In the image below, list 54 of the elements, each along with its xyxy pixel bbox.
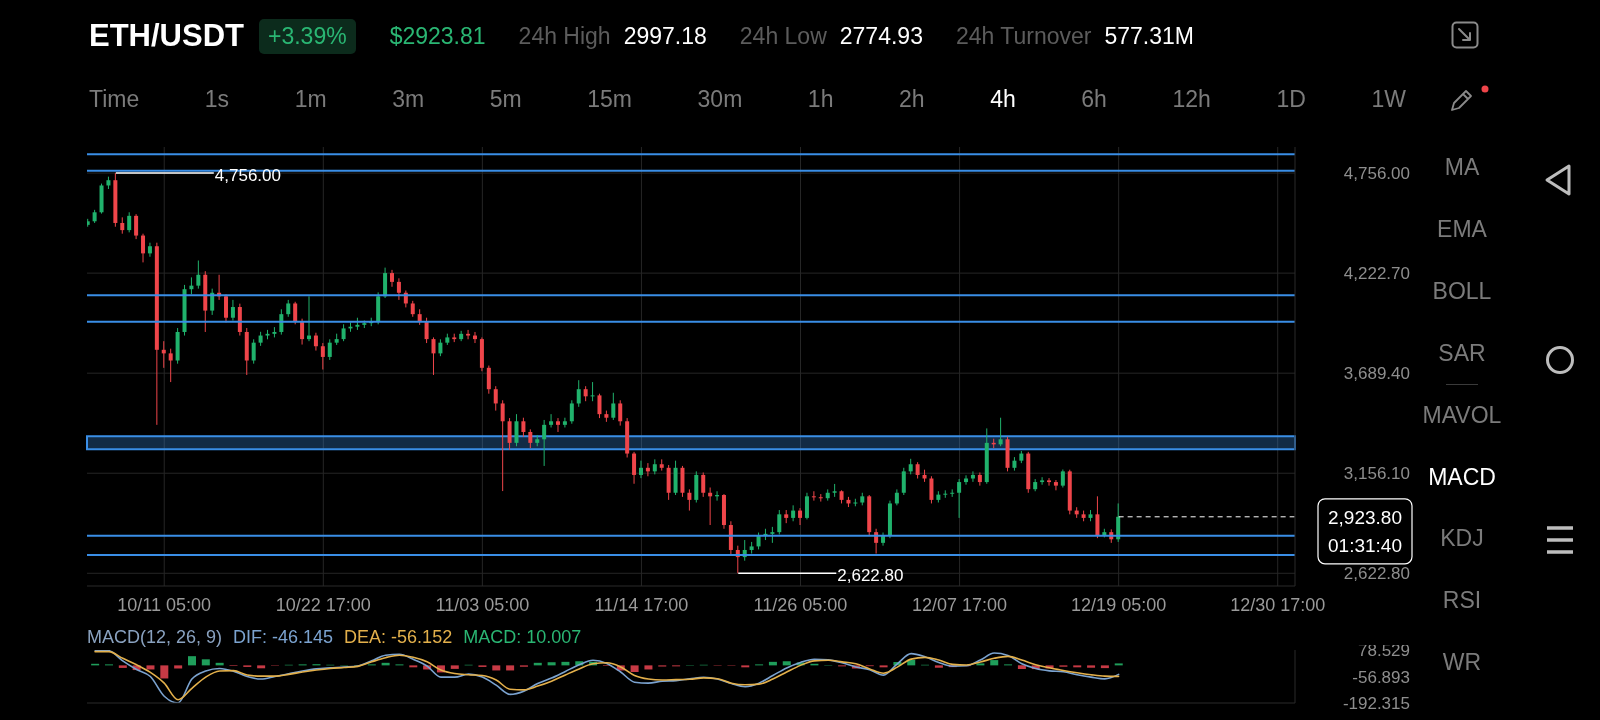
series-label: DIF: -46.145	[233, 627, 334, 648]
text: 1s	[204, 85, 230, 113]
text: 15m	[587, 85, 632, 113]
text: 24h Low	[739, 22, 827, 50]
text: 12h	[1172, 85, 1211, 113]
text: 01:31:40	[1328, 534, 1402, 556]
y-tick-label: 4,756.00	[1343, 163, 1410, 183]
text: 1W	[1371, 85, 1406, 113]
text: Time	[89, 85, 140, 113]
text: SAR	[1438, 339, 1486, 366]
text: MA	[1444, 154, 1480, 180]
text: 30m	[697, 85, 743, 113]
y-tick-label: -192.315	[1342, 693, 1410, 713]
text: 24h Turnover	[955, 22, 1092, 50]
x-tick-label: 10/11 05:00	[117, 595, 212, 615]
text: 5m	[489, 85, 522, 113]
text: 1h	[807, 85, 834, 113]
text: 1m	[294, 85, 327, 113]
x-tick-label: 12/30 17:00	[1230, 595, 1326, 615]
text: MACD	[1428, 463, 1496, 490]
text: 2h	[899, 85, 925, 113]
chart-title: MACD(12, 26, 9)	[87, 627, 223, 648]
text: EMA	[1437, 215, 1487, 242]
ref-line-label: 2,923.80	[1328, 506, 1402, 528]
series-label: MACD: 10.007	[463, 627, 582, 648]
text: 4h	[990, 85, 1016, 113]
x-tick-label: 11/14 17:00	[594, 595, 689, 615]
text: 3m	[392, 85, 425, 113]
text: 6h	[1081, 85, 1107, 113]
y-tick-label: 3,156.10	[1343, 463, 1410, 483]
text: BOLL	[1432, 277, 1492, 304]
text: $2923.81	[389, 22, 486, 50]
y-tick-label: 3,689.40	[1343, 363, 1410, 383]
x-tick-label: 12/19 05:00	[1071, 595, 1167, 615]
series-label: DEA: -56.152	[344, 627, 453, 648]
text: 1D	[1276, 85, 1306, 113]
text: 2774.93	[839, 22, 923, 50]
text: 577.31M	[1104, 22, 1194, 50]
text: 24h High	[518, 22, 611, 50]
y-tick-label: 4,222.70	[1343, 263, 1410, 283]
text: 2997.18	[623, 22, 707, 50]
text: KDJ	[1440, 525, 1484, 552]
y-tick-label: 2,622.80	[1343, 563, 1410, 583]
annotation: 2,622.80	[837, 565, 904, 585]
text: WR	[1442, 649, 1482, 676]
text: ETH/USDT	[89, 18, 244, 54]
x-tick-label: 10/22 17:00	[275, 595, 371, 615]
y-tick-label: -56.893	[1352, 667, 1410, 686]
x-tick-label: 11/26 05:00	[753, 595, 848, 615]
text: RSI	[1442, 587, 1482, 614]
text: MAVOL	[1422, 401, 1502, 428]
x-tick-label: 11/03 05:00	[435, 595, 530, 615]
x-tick-label: 12/07 17:00	[912, 595, 1008, 615]
text: +3.39%	[268, 22, 347, 49]
